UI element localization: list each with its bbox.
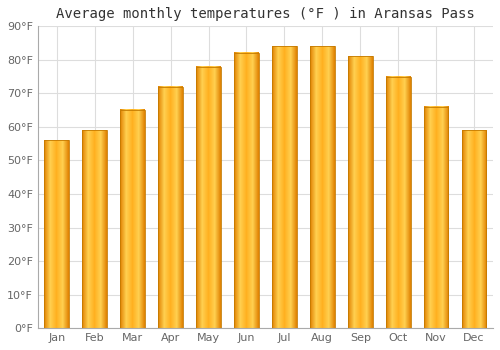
Bar — [272, 47, 296, 328]
Bar — [82, 130, 107, 328]
Bar — [44, 140, 69, 328]
Bar — [386, 77, 410, 328]
Bar — [196, 66, 221, 328]
Bar — [234, 53, 259, 328]
Title: Average monthly temperatures (°F ) in Aransas Pass: Average monthly temperatures (°F ) in Ar… — [56, 7, 475, 21]
Bar — [348, 56, 372, 328]
Bar — [310, 47, 334, 328]
Bar — [424, 107, 448, 328]
Bar — [120, 110, 145, 328]
Bar — [462, 130, 486, 328]
Bar — [158, 87, 183, 328]
